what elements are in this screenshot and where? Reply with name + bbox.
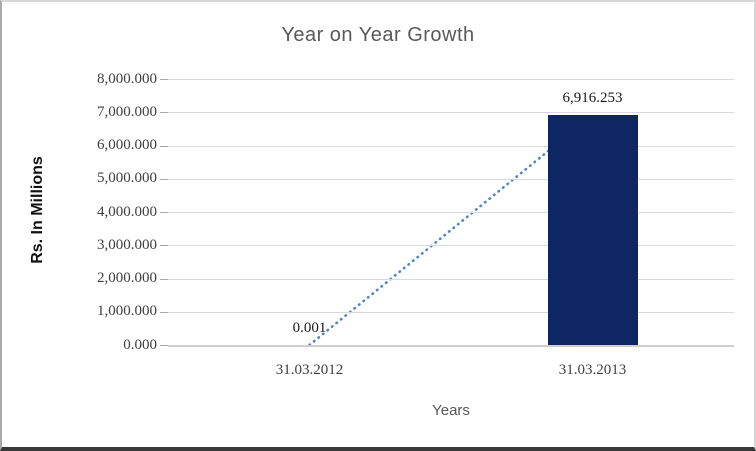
data-label-2012: 0.001	[292, 319, 327, 336]
y-tick-label: 2,000.000	[97, 270, 157, 286]
gridline	[168, 278, 734, 280]
chart-title: Year on Year Growth	[281, 24, 475, 46]
x-axis-line	[168, 345, 734, 347]
x-tick-label-2013: 31.03.2013	[558, 362, 627, 378]
y-tick-label: 4,000.000	[97, 203, 157, 220]
data-label-2013: 6,916.253	[562, 90, 623, 107]
y-tick-mark	[160, 145, 168, 147]
y-tick-label: 5,000.000	[97, 170, 157, 187]
y-tick-label: 7,000.000	[97, 103, 157, 120]
y-tick-mark	[160, 278, 168, 280]
y-tick-label: 8,000.000	[97, 70, 157, 87]
gridline	[168, 145, 734, 147]
gridline	[168, 311, 734, 313]
gridline	[168, 212, 734, 213]
y-tick-mark	[160, 345, 168, 346]
y-tick-mark	[160, 212, 168, 213]
gridline	[168, 245, 734, 247]
y-tick-mark	[160, 79, 168, 80]
gridline	[168, 112, 734, 114]
y-tick-label: 3,000.000	[97, 236, 157, 253]
y-tick-label: 1,000.000	[97, 303, 157, 320]
y-tick-mark	[160, 178, 168, 180]
y-tick-label: 0.000	[123, 336, 157, 353]
y-tick-mark	[160, 112, 168, 114]
y-tick-label: 6,000.000	[97, 137, 157, 153]
gridline	[168, 178, 734, 180]
x-tick-label-2012: 31.03.2012	[275, 362, 344, 378]
bar-31.03.2013	[547, 115, 638, 345]
y-tick-mark	[160, 245, 168, 247]
gridline	[168, 79, 734, 80]
x-axis-title: Years	[432, 402, 470, 419]
y-tick-mark	[160, 311, 168, 313]
plot-area	[160, 79, 734, 347]
